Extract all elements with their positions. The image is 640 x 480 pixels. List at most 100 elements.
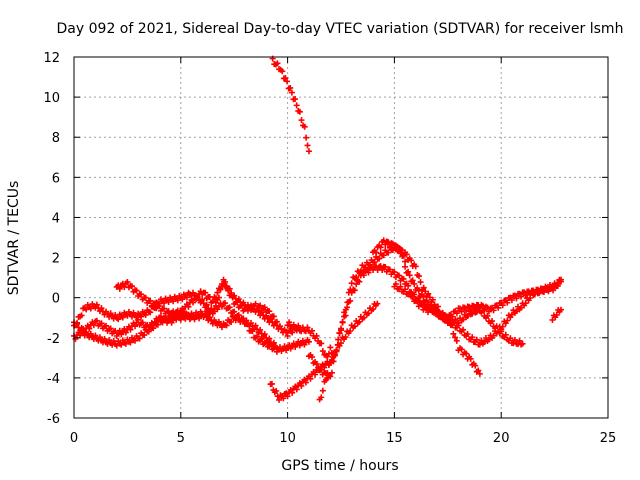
series-track-9 xyxy=(316,300,381,403)
data-point xyxy=(415,287,422,294)
data-point xyxy=(154,321,161,328)
data-point xyxy=(284,78,291,85)
data-point xyxy=(405,268,412,275)
data-point xyxy=(319,387,326,394)
data-point xyxy=(469,334,476,341)
data-point xyxy=(467,306,474,313)
x-axis-ticks: 0 5 10 15 20 25 xyxy=(70,57,616,446)
data-point xyxy=(305,148,312,155)
data-point xyxy=(475,367,482,374)
data-point xyxy=(472,305,479,312)
data-point xyxy=(458,346,465,353)
data-point xyxy=(426,294,433,301)
data-point xyxy=(417,279,424,286)
data-point xyxy=(319,348,326,355)
data-point xyxy=(411,291,418,298)
data-point xyxy=(424,299,431,306)
data-point xyxy=(547,281,554,288)
data-point xyxy=(304,324,311,331)
data-point xyxy=(185,303,192,310)
data-point xyxy=(144,321,151,328)
data-point xyxy=(182,315,189,322)
data-point xyxy=(409,277,416,284)
data-point xyxy=(223,322,230,329)
data-point xyxy=(270,339,277,346)
data-point xyxy=(406,288,413,295)
data-point xyxy=(132,337,139,344)
data-point xyxy=(161,299,168,306)
data-point xyxy=(270,313,277,320)
data-point xyxy=(386,266,393,273)
y-tick-label: 6 xyxy=(52,171,60,186)
data-point xyxy=(312,371,319,378)
data-point xyxy=(78,325,85,332)
data-point xyxy=(365,310,372,317)
data-point xyxy=(284,393,291,400)
series-track-12 xyxy=(402,263,565,324)
data-point xyxy=(463,350,470,357)
data-point xyxy=(313,360,320,367)
data-point xyxy=(455,322,462,329)
data-point xyxy=(180,308,187,315)
data-point xyxy=(274,60,281,67)
data-point xyxy=(508,297,515,304)
data-point xyxy=(429,304,436,311)
data-point xyxy=(318,340,325,347)
data-point xyxy=(218,303,225,310)
data-point xyxy=(190,289,197,296)
data-point xyxy=(273,344,280,351)
data-point xyxy=(171,312,178,319)
data-point xyxy=(453,310,460,317)
series-track-4 xyxy=(113,276,280,326)
series-track-14 xyxy=(549,306,565,323)
data-point xyxy=(98,305,105,312)
data-point xyxy=(87,330,94,337)
data-point xyxy=(186,314,193,321)
data-point xyxy=(203,301,210,308)
data-point xyxy=(281,343,288,350)
data-point xyxy=(370,305,377,312)
data-point xyxy=(550,284,557,291)
data-point xyxy=(342,312,349,319)
data-point xyxy=(395,272,402,279)
x-axis-title: GPS time / hours xyxy=(281,458,398,474)
data-point xyxy=(380,237,387,244)
data-point xyxy=(420,293,427,300)
data-point xyxy=(399,247,406,254)
data-point xyxy=(338,327,344,334)
data-point xyxy=(96,334,103,341)
data-point xyxy=(452,334,459,341)
data-point xyxy=(124,278,131,285)
data-point xyxy=(151,300,158,307)
data-point xyxy=(434,303,441,310)
data-point xyxy=(507,335,514,342)
x-tick-label: 25 xyxy=(600,431,617,446)
x-tick-label: 20 xyxy=(493,431,510,446)
data-point xyxy=(243,317,250,324)
data-point xyxy=(402,263,409,270)
data-point xyxy=(74,319,81,326)
data-point xyxy=(502,331,509,338)
data-point xyxy=(313,332,320,339)
data-point xyxy=(549,316,556,323)
x-tick-label: 10 xyxy=(279,431,296,446)
data-point xyxy=(356,278,363,285)
data-point xyxy=(339,318,346,325)
data-point xyxy=(159,319,166,326)
data-point xyxy=(473,336,480,343)
data-point xyxy=(323,376,330,383)
data-point xyxy=(92,332,99,339)
data-point xyxy=(290,340,297,347)
data-point xyxy=(499,302,506,309)
data-point xyxy=(327,373,334,380)
data-point xyxy=(145,328,152,335)
data-point xyxy=(318,394,325,401)
data-point xyxy=(360,272,367,279)
data-point xyxy=(324,370,331,377)
data-point xyxy=(348,280,355,287)
data-point xyxy=(518,293,525,300)
data-point xyxy=(307,375,314,382)
y-tick-label: 12 xyxy=(43,51,60,66)
y-tick-label: 4 xyxy=(52,211,60,226)
data-point xyxy=(286,319,293,326)
